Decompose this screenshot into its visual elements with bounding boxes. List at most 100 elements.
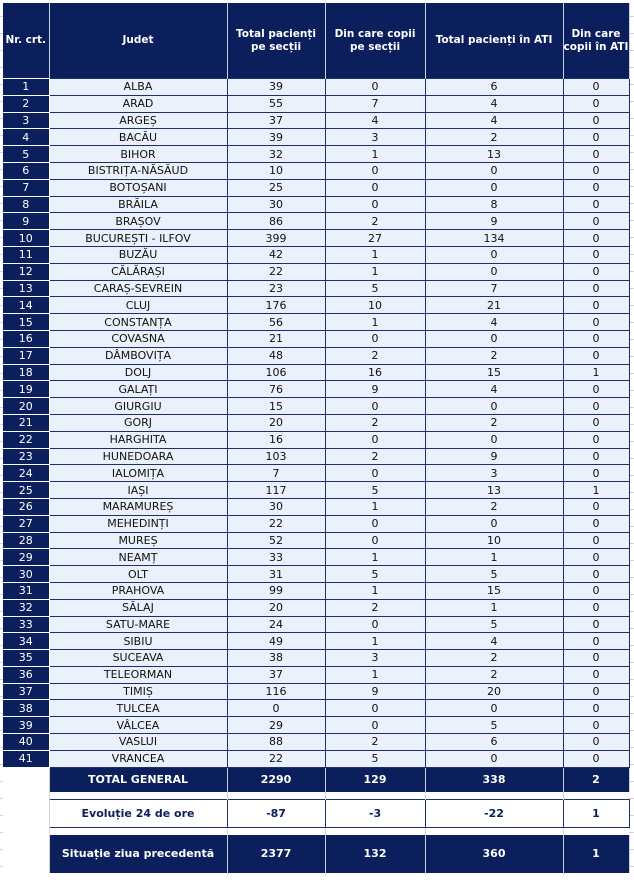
cell-copii-ati: 0 [562, 497, 630, 516]
table-row: 5 BIHOR 32 1 13 0 [3, 145, 630, 163]
cell-copii-ati: 0 [562, 447, 630, 466]
cell-total-ati: 2 [424, 665, 564, 684]
table-row: 19 GALAȚI 76 9 4 0 [3, 380, 630, 399]
table-row: 6 BISTRIȚA-NĂSĂUD 10 0 0 0 [3, 161, 630, 180]
cell-copii-sectii: 5 [324, 749, 426, 768]
cell-copii-sectii: 1 [324, 245, 426, 264]
cell-copii-sectii: 7 [324, 94, 426, 113]
table-row: 38 TULCEA 0 0 0 0 [3, 699, 630, 718]
cell-nr: 12 [3, 262, 50, 281]
cell-total-sectii: 37 [226, 111, 326, 130]
table-row: 30 OLT 31 5 5 0 [3, 565, 630, 583]
cell-total-sectii: 48 [226, 346, 326, 365]
total-general-row-value: 129 [325, 767, 426, 792]
cell-copii-ati: 0 [562, 632, 630, 651]
cell-total-ati: 8 [424, 195, 564, 214]
cell-copii-sectii: 0 [324, 615, 426, 634]
total-general-row-value: 2290 [227, 767, 326, 792]
cell-judet: TIMIȘ [48, 682, 228, 701]
evolution-row-value: -87 [226, 798, 326, 828]
cell-nr: 29 [3, 548, 50, 567]
cell-judet: BIHOR [48, 145, 228, 163]
cell-total-ati: 0 [424, 749, 564, 768]
cell-copii-ati: 1 [562, 363, 630, 382]
header-total-ati: Total pacienți în ATI [425, 3, 564, 79]
cell-total-ati: 13 [424, 145, 564, 163]
cell-copii-sectii: 1 [324, 262, 426, 281]
table-row: 28 MUREȘ 52 0 10 0 [3, 531, 630, 550]
table-row: 1 ALBA 39 0 6 0 [3, 78, 630, 96]
cell-total-ati: 6 [424, 733, 564, 751]
cell-nr: 2 [3, 94, 50, 113]
cell-copii-sectii: 5 [324, 565, 426, 583]
cell-total-ati: 4 [424, 380, 564, 399]
table-row: 35 SUCEAVA 38 3 2 0 [3, 649, 630, 667]
cell-judet: DÂMBOVIȚA [48, 346, 228, 365]
cell-copii-ati: 0 [562, 682, 630, 701]
cell-total-ati: 0 [424, 699, 564, 718]
cell-copii-ati: 1 [562, 481, 630, 499]
cell-judet: SIBIU [48, 632, 228, 651]
cell-nr: 31 [3, 581, 50, 600]
cell-judet: IALOMIȚA [48, 464, 228, 483]
cell-judet: VÂLCEA [48, 716, 228, 735]
cell-copii-ati: 0 [562, 733, 630, 751]
cell-copii-sectii: 0 [324, 699, 426, 718]
cell-copii-sectii: 3 [324, 128, 426, 147]
cell-total-sectii: 117 [226, 481, 326, 499]
cell-nr: 10 [3, 229, 50, 247]
cell-copii-ati: 0 [562, 346, 630, 365]
table-row: 29 NEAMȚ 33 1 1 0 [3, 548, 630, 567]
cell-copii-ati: 0 [562, 615, 630, 634]
spacer-cell [226, 827, 325, 835]
cell-total-sectii: 10 [226, 161, 326, 180]
cell-total-sectii: 30 [226, 497, 326, 516]
cell-total-ati: 4 [424, 313, 564, 331]
table-row: 34 SIBIU 49 1 4 0 [3, 632, 630, 651]
cell-total-sectii: 33 [226, 548, 326, 567]
cell-nr: 6 [3, 161, 50, 180]
spacer-cell [324, 791, 425, 800]
cell-copii-sectii: 1 [324, 632, 426, 651]
cell-judet: MARAMUREȘ [48, 497, 228, 516]
header-judet: Judet [49, 3, 228, 79]
cell-copii-ati: 0 [562, 145, 630, 163]
table-row: 16 COVASNA 21 0 0 0 [3, 329, 630, 348]
table-row: 39 VÂLCEA 29 0 5 0 [3, 716, 630, 735]
cell-total-sectii: 103 [226, 447, 326, 466]
cell-total-ati: 9 [424, 447, 564, 466]
cell-copii-ati: 0 [562, 178, 630, 197]
cell-copii-sectii: 2 [324, 598, 426, 617]
cell-total-ati: 21 [424, 296, 564, 315]
blank-cell [3, 767, 50, 792]
table-row: 36 TELEORMAN 37 1 2 0 [3, 665, 630, 684]
cell-judet: ARAD [48, 94, 228, 113]
cell-copii-ati: 0 [562, 94, 630, 113]
cell-nr: 35 [3, 649, 50, 667]
cell-copii-ati: 0 [562, 78, 630, 96]
cell-total-ati: 1 [424, 548, 564, 567]
cell-copii-ati: 0 [562, 296, 630, 315]
cell-copii-ati: 0 [562, 128, 630, 147]
cell-judet: CLUJ [48, 296, 228, 315]
cell-judet: MUREȘ [48, 531, 228, 550]
cell-nr: 20 [3, 397, 50, 415]
cell-nr: 40 [3, 733, 50, 751]
cell-nr: 5 [3, 145, 50, 163]
table-row: 41 VRANCEA 22 5 0 0 [3, 749, 630, 768]
cell-total-ati: 3 [424, 464, 564, 483]
cell-nr: 7 [3, 178, 50, 197]
cell-nr: 14 [3, 296, 50, 315]
cell-nr: 21 [3, 413, 50, 432]
spacer-cell [3, 827, 50, 835]
cell-total-ati: 5 [424, 565, 564, 583]
cell-nr: 25 [3, 481, 50, 499]
cell-total-ati: 2 [424, 128, 564, 147]
cell-total-sectii: 52 [226, 531, 326, 550]
cell-total-sectii: 76 [226, 380, 326, 399]
table-row: 37 TIMIȘ 116 9 20 0 [3, 682, 630, 701]
cell-total-ati: 5 [424, 615, 564, 634]
blank-cell [3, 834, 50, 873]
cell-total-sectii: 16 [226, 430, 326, 449]
cell-total-ati: 0 [424, 178, 564, 197]
